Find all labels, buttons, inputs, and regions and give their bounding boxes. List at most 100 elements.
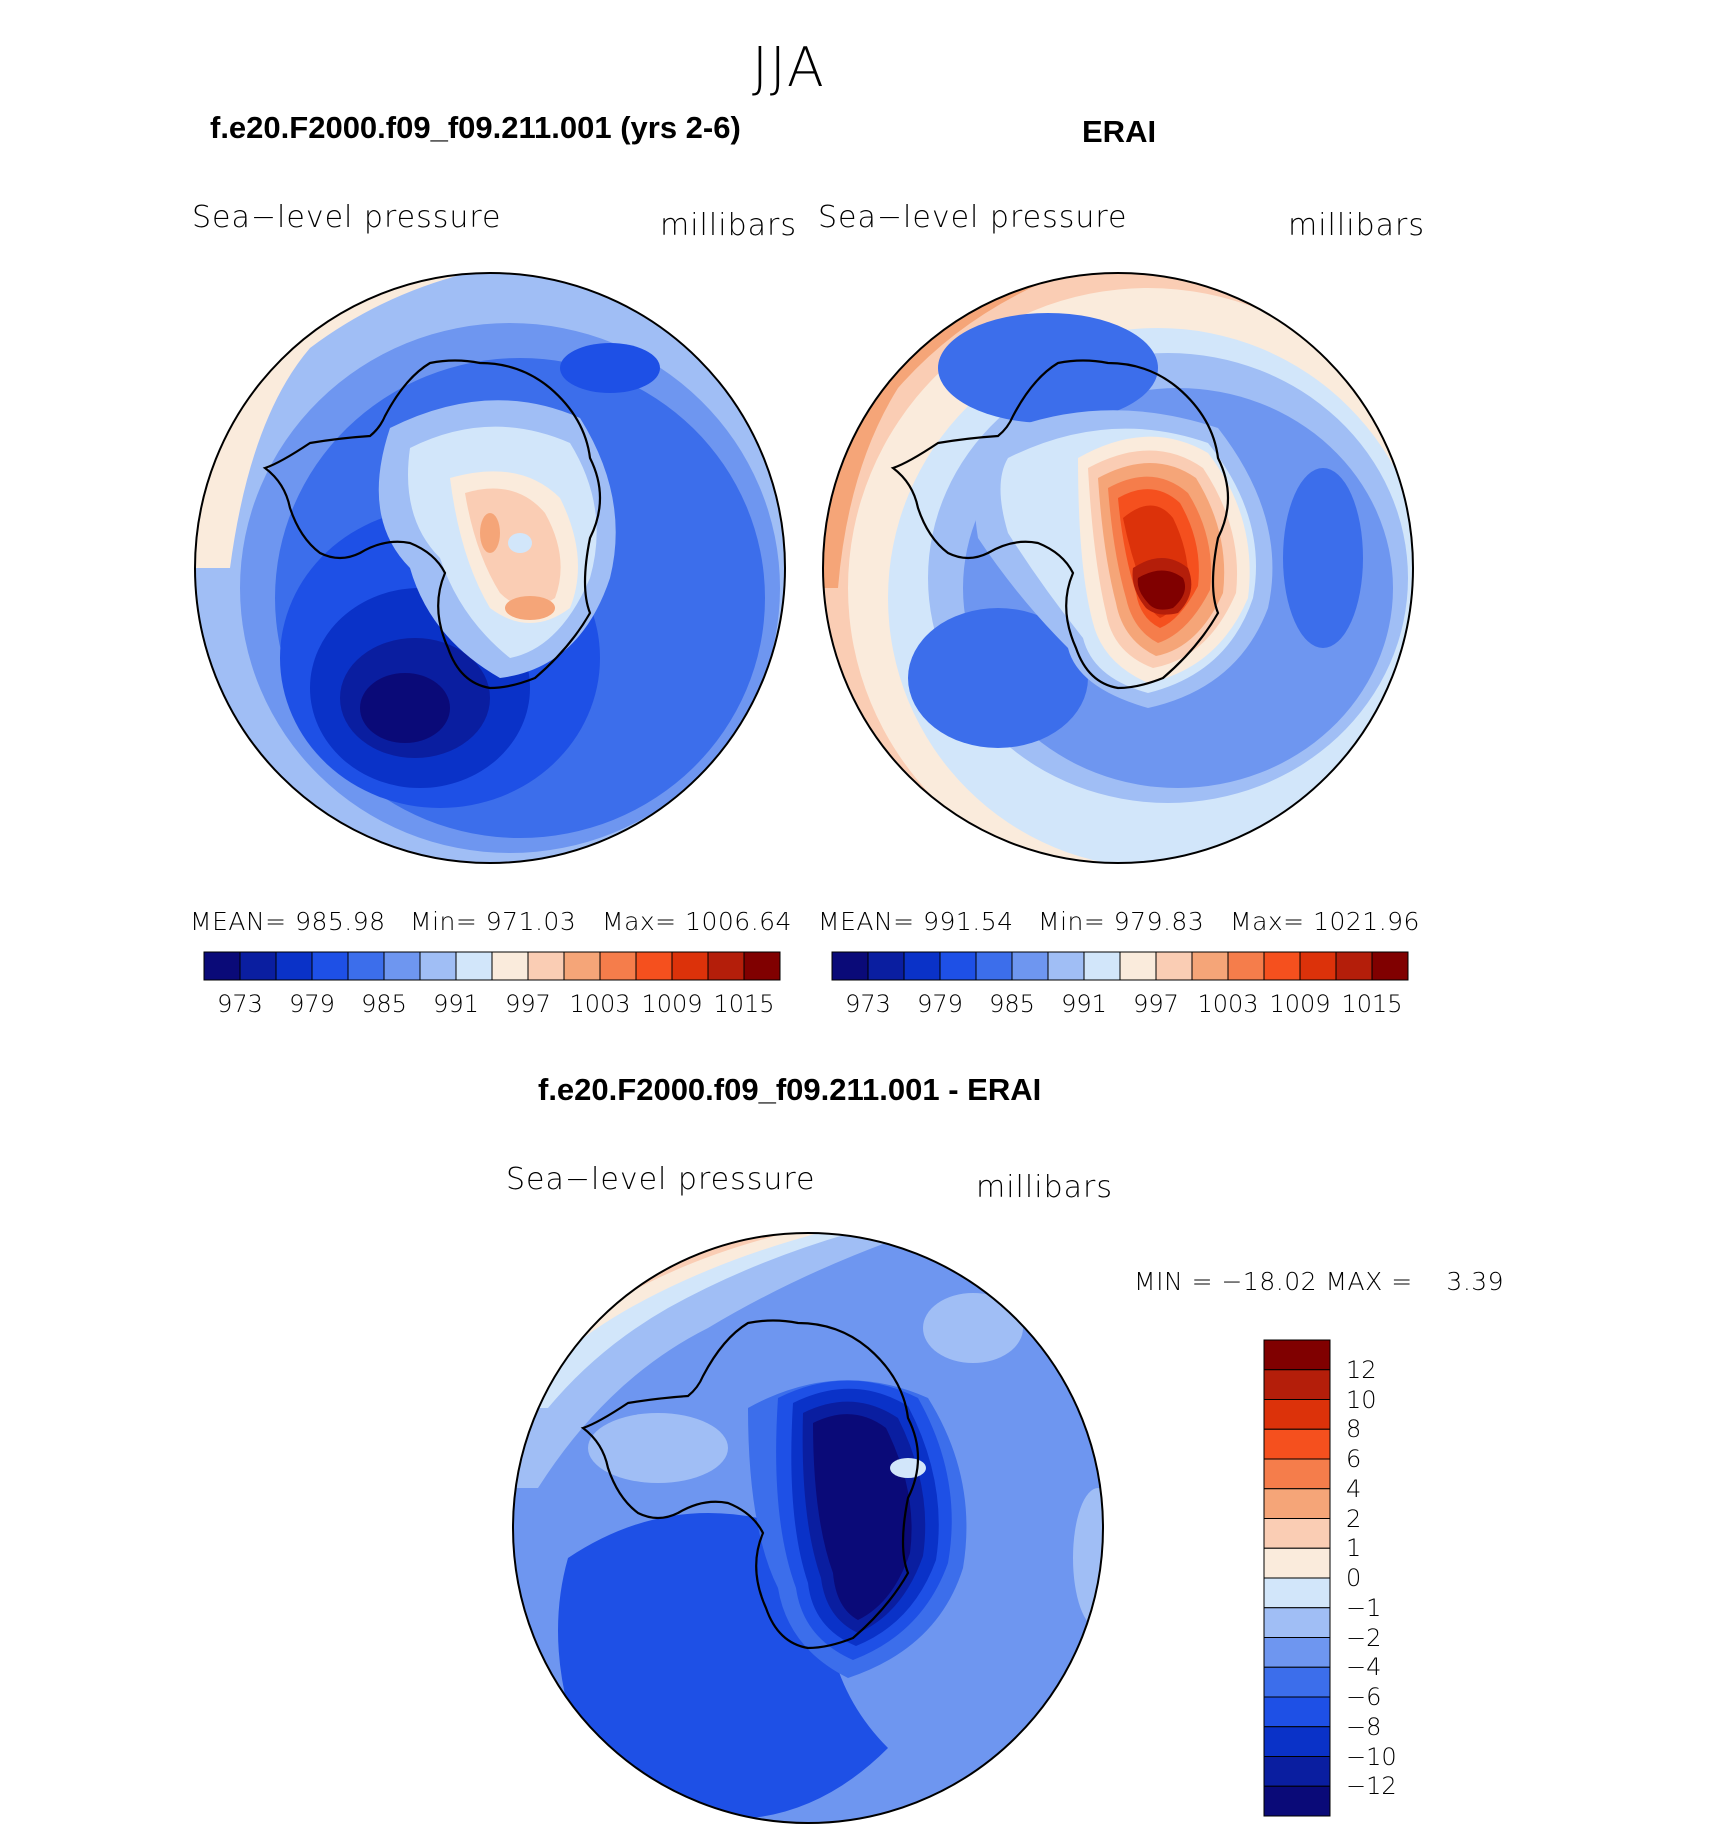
panel2-colorbar-swatch — [1335, 951, 1373, 981]
panel3-colorbar-tick-label: −2 — [1346, 1623, 1382, 1652]
panel2-coastline — [890, 359, 1230, 690]
panel3-colorbar-tick-label: −10 — [1346, 1742, 1397, 1771]
panel2-colorbar-swatch — [1191, 951, 1229, 981]
panel1-title: f.e20.F2000.f09_f09.211.001 (yrs 2-6) — [210, 110, 741, 145]
panel1-colorbar-swatch — [635, 951, 673, 981]
panel2-colorbar-tick-label: 985 — [989, 990, 1035, 1018]
panel2-mean: MEAN= 991.54 — [818, 907, 1014, 936]
panel2-units-label: millibars — [1288, 208, 1425, 243]
panel3-colorbar-swatch — [1263, 1488, 1331, 1519]
panel1-map — [194, 272, 786, 864]
panel1-colorbar-swatch — [383, 951, 421, 981]
panel3-colorbar-swatch — [1263, 1428, 1331, 1460]
panel1-colorbar-swatch — [275, 951, 313, 981]
panel1-colorbar-tick-label: 979 — [289, 990, 335, 1018]
panel1-colorbar-tick-label: 1009 — [641, 990, 703, 1018]
panel3-colorbar-tick-label: 10 — [1346, 1385, 1377, 1414]
panel1-colorbar-swatch — [491, 951, 529, 981]
panel1-colorbar-tick-label: 1003 — [569, 990, 631, 1018]
panel2-colorbar-swatch — [1047, 951, 1085, 981]
panel3-colorbar-tick-label: 8 — [1346, 1415, 1362, 1444]
panel3-colorbar-swatch — [1263, 1518, 1331, 1549]
panel1-colorbar-swatch — [563, 951, 601, 981]
panel2-colorbar-swatch — [1155, 951, 1193, 981]
panel3-colorbar-swatch — [1263, 1399, 1331, 1430]
panel1-units-label: millibars — [660, 208, 797, 243]
panel2-colorbar-tick-label: 997 — [1133, 990, 1179, 1018]
panel2-colorbar — [831, 951, 1409, 981]
season-title: JJA — [752, 36, 826, 99]
panel2-min: Min= 979.83 — [1038, 907, 1205, 936]
panel2-colorbar-swatch — [1299, 951, 1337, 981]
panel3-colorbar-ticks: 12 10 8 6 4 2 1 0 −1 −2 −4 −6 −8 −10 −12 — [1346, 1338, 1446, 1818]
panel3-colorbar-tick-label: 4 — [1346, 1474, 1362, 1503]
panel1-coastline — [262, 359, 602, 690]
panel3-colorbar-tick-label: 0 — [1346, 1564, 1362, 1592]
panel2-colorbar-swatch — [1011, 951, 1049, 981]
panel1-colorbar-swatch — [311, 951, 349, 981]
panel1-min: Min= 971.03 — [410, 907, 577, 936]
panel3-colorbar-swatch — [1263, 1666, 1331, 1698]
panel1-colorbar-swatch — [707, 951, 745, 981]
panel3-variable-label: Sea−level pressure — [506, 1162, 816, 1197]
panel3-colorbar-tick-label: −1 — [1346, 1593, 1382, 1622]
panel3-colorbar-swatch — [1263, 1785, 1331, 1817]
panel1-variable-label: Sea−level pressure — [192, 200, 502, 235]
panel3-colorbar-tick-label: −4 — [1346, 1653, 1382, 1682]
panel2-title: ERAI — [1082, 114, 1157, 149]
panel2-colorbar-swatch — [831, 951, 869, 981]
panel1-colorbar-swatch — [599, 951, 637, 981]
panel3-colorbar-tick-label: 2 — [1346, 1504, 1362, 1533]
panel1-colorbar-tick-label: 985 — [361, 990, 407, 1018]
panel3-colorbar-swatch — [1263, 1547, 1331, 1579]
panel2-colorbar-tick-label: 1003 — [1197, 990, 1259, 1018]
panel2-max: Max= 1021.96 — [1230, 907, 1420, 936]
panel1-colorbar-swatch — [239, 951, 277, 981]
panel2-map — [822, 272, 1414, 864]
panel1-contours — [195, 273, 785, 863]
panel2-colorbar-swatch — [903, 951, 941, 981]
panel3-colorbar-tick-label: 12 — [1346, 1355, 1377, 1384]
panel3-colorbar-swatch — [1263, 1369, 1331, 1400]
panel2-colorbar-swatch — [1083, 951, 1121, 981]
panel1-mean: MEAN= 985.98 — [190, 907, 386, 936]
panel3-colorbar-tick-label: 1 — [1346, 1534, 1362, 1563]
panel3-map — [512, 1232, 1104, 1824]
panel2-colorbar-tick-label: 1009 — [1269, 990, 1331, 1018]
panel3-colorbar-tick-label: −8 — [1346, 1712, 1382, 1741]
panel2-colorbar-swatch — [1263, 951, 1301, 981]
panel3-colorbar-swatch — [1263, 1577, 1331, 1609]
panel1-colorbar-tick-label: 1015 — [713, 990, 775, 1018]
panel3-colorbar-swatch — [1263, 1637, 1331, 1668]
panel2-variable-label: Sea−level pressure — [818, 200, 1128, 235]
panel1-colorbar-swatch — [419, 951, 457, 981]
panel2-colorbar-swatch — [975, 951, 1013, 981]
panel1-colorbar-swatch — [671, 951, 709, 981]
panel2-colorbar-swatch — [939, 951, 977, 981]
panel3-minmax: MIN = −18.02 MAX = 3.39 — [1134, 1267, 1505, 1296]
panel3-colorbar-tick-label: −12 — [1346, 1772, 1397, 1801]
panel1-colorbar — [203, 951, 781, 981]
panel3-units-label: millibars — [976, 1170, 1113, 1205]
panel3-colorbar-swatch — [1263, 1726, 1331, 1757]
panel1-colorbar-tick-label: 973 — [217, 990, 263, 1018]
panel3-contours — [513, 1233, 1103, 1823]
panel3-title: f.e20.F2000.f09_f09.211.001 - ERAI — [538, 1072, 1042, 1107]
panel2-colorbar-tick-label: 1015 — [1341, 990, 1403, 1018]
panel2-colorbar-tick-label: 973 — [845, 990, 891, 1018]
panel2-colorbar-swatch — [1119, 951, 1157, 981]
panel3-colorbar-tick-label: −6 — [1346, 1683, 1382, 1711]
panel1-colorbar-tick-label: 997 — [505, 990, 551, 1018]
panel3-colorbar-swatch — [1263, 1756, 1331, 1787]
panel1-colorbar-swatch — [347, 951, 385, 981]
panel1-colorbar-swatch — [527, 951, 565, 981]
panel3-colorbar — [1263, 1339, 1331, 1817]
panel2-colorbar-tick-label: 991 — [1061, 990, 1107, 1018]
panel2-contours — [823, 273, 1413, 863]
panel1-max: Max= 1006.64 — [602, 907, 792, 936]
panel3-colorbar-swatch — [1263, 1696, 1331, 1728]
panel1-colorbar-ticks: 973 979 985 991 997 1003 1009 1015 — [202, 990, 782, 1020]
panel3-colorbar-tick-label: 6 — [1346, 1445, 1362, 1473]
panel2-colorbar-tick-label: 979 — [917, 990, 963, 1018]
panel2-colorbar-swatch — [1227, 951, 1265, 981]
